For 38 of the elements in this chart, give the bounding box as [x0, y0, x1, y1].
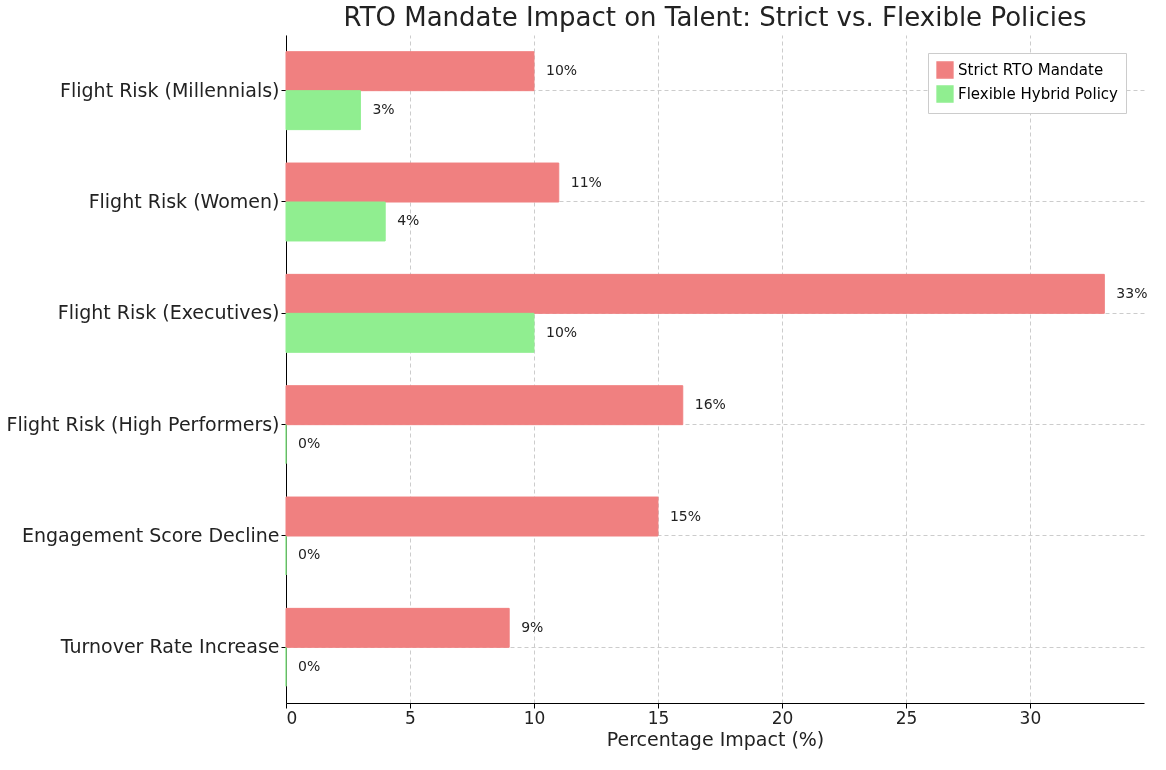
legend-label: Flexible Hybrid Policy: [958, 85, 1119, 103]
y-tick-label: Turnover Rate Increase: [59, 635, 280, 658]
bar: [285, 162, 560, 203]
data-label: 10%: [545, 62, 578, 79]
data-label: 4%: [397, 212, 420, 229]
data-label: 10%: [545, 323, 578, 340]
y-tick-label: Flight Risk (Women): [88, 190, 280, 212]
x-axis-title: Percentage Impact (%): [606, 727, 825, 750]
bar: [285, 496, 659, 537]
y-tick-label: Engagement Score Decline: [21, 524, 280, 546]
bar: [285, 273, 1105, 314]
y-tick-label: Flight Risk (Millennials): [60, 78, 280, 101]
data-label: 11%: [570, 173, 602, 190]
x-tick-label: 15: [647, 707, 670, 728]
data-label: 0%: [298, 546, 321, 563]
chart-title: RTO Mandate Impact on Talent: Strict vs. Flexible Policies: [343, 2, 1087, 32]
bar: [285, 312, 535, 353]
data-label: 0%: [298, 657, 321, 674]
legend-label: Strict RTO Mandate: [958, 61, 1104, 79]
bar: [285, 385, 684, 426]
data-label: 15%: [669, 507, 702, 524]
x-tick-label: 10: [523, 707, 546, 728]
y-tick-label: Flight Risk (High Performers): [6, 412, 280, 435]
bar: [285, 607, 510, 648]
x-tick-label: 20: [771, 707, 794, 728]
x-tick-label: 30: [1019, 707, 1042, 728]
x-tick-label: 5: [405, 707, 416, 728]
data-label: 3%: [372, 101, 395, 118]
y-tick-label: Flight Risk (Executives): [57, 301, 280, 324]
bar: [285, 90, 361, 131]
data-label: 9%: [521, 618, 544, 635]
bar: [285, 51, 535, 92]
data-label: 0%: [298, 435, 321, 452]
x-tick-label: 0: [286, 707, 298, 728]
x-tick-label: 25: [895, 707, 918, 728]
bar: [285, 201, 386, 242]
data-label: 16%: [694, 396, 726, 413]
data-label: 33%: [1116, 284, 1148, 301]
